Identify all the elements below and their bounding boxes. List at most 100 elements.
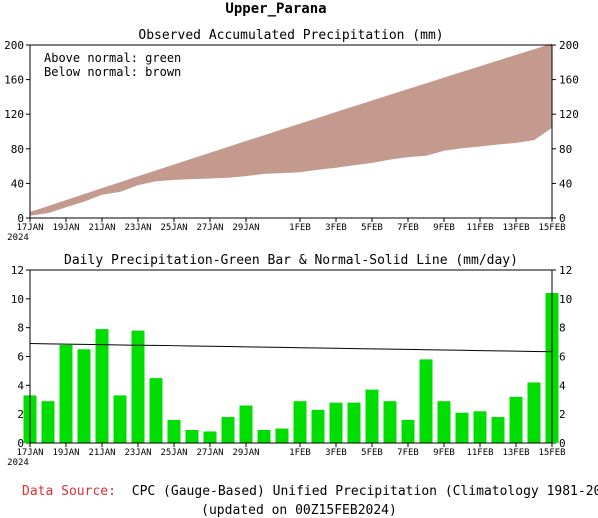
daily-ytick-label-right: 6	[559, 351, 566, 364]
daily-xtick-label: 13FEB	[502, 448, 529, 458]
daily-xtick-label: 21JAN	[88, 448, 115, 458]
acc-ytick-label-left: 80	[11, 143, 24, 156]
acc-ytick-label-right: 0	[559, 212, 566, 225]
acc-title: Observed Accumulated Precipitation (mm)	[138, 28, 443, 43]
acc-ytick-label-left: 0	[17, 212, 24, 225]
daily-ytick-label-left: 8	[17, 322, 24, 335]
daily-ytick-label-left: 2	[17, 408, 24, 421]
daily-bar	[401, 419, 415, 443]
daily-xtick-label: 25JAN	[160, 448, 187, 458]
acc-legend-line: Above normal: green	[44, 51, 181, 65]
daily-bar	[41, 401, 55, 443]
acc-xtick-label: 19JAN	[52, 223, 79, 233]
daily-bar	[419, 359, 433, 443]
acc-ytick-label-left: 160	[4, 74, 24, 87]
daily-ytick-label-left: 0	[17, 437, 24, 450]
acc-xtick-label: 27JAN	[196, 223, 223, 233]
acc-xtick-label: 1FEB	[289, 223, 311, 233]
daily-year-label: 2024	[7, 458, 29, 468]
acc-observed-line	[29, 126, 553, 218]
acc-xtick-label: 5FEB	[361, 223, 383, 233]
daily-title: Daily Precipitation-Green Bar & Normal-S…	[64, 253, 518, 268]
acc-plot-frame-top	[29, 44, 553, 219]
daily-ytick-label-left: 12	[11, 264, 24, 277]
daily-normal-line	[29, 343, 553, 353]
daily-bar	[239, 405, 253, 443]
data-source-label: Data Source:	[22, 484, 116, 499]
daily-bar	[131, 330, 145, 443]
daily-xtick-label: 11FEB	[466, 448, 493, 458]
daily-bar	[329, 402, 343, 443]
daily-bar	[491, 417, 505, 443]
daily-bar	[275, 428, 289, 443]
daily-bar	[113, 395, 127, 443]
daily-bar	[203, 431, 217, 443]
daily-bar	[293, 401, 307, 443]
daily-bar	[509, 396, 523, 443]
updated-note: (updated on 00Z15FEB2024)	[201, 503, 397, 518]
daily-bar	[473, 411, 487, 443]
data-source-line: Data Source: CPC (Gauge-Based) Unified P…	[22, 484, 598, 499]
daily-bar	[95, 329, 109, 443]
daily-bar	[437, 401, 451, 443]
daily-plot-frame-top	[29, 269, 553, 444]
daily-ytick-label-right: 0	[559, 437, 566, 450]
acc-xtick-label: 15FEB	[538, 223, 565, 233]
daily-bar	[77, 349, 91, 443]
daily-xtick-label: 5FEB	[361, 448, 383, 458]
acc-ytick-label-left: 200	[4, 39, 24, 52]
daily-bar	[311, 409, 325, 443]
daily-xtick-label: 1FEB	[289, 448, 311, 458]
acc-xtick-label: 9FEB	[433, 223, 455, 233]
daily-precip-chart: Daily Precipitation-Green Bar & Normal-S…	[7, 253, 572, 468]
acc-xtick-label: 21JAN	[88, 223, 115, 233]
daily-bar	[257, 430, 271, 443]
acc-ytick-label-right: 40	[559, 177, 572, 190]
acc-xtick-label: 13FEB	[502, 223, 529, 233]
acc-xtick-label: 17JAN	[16, 223, 43, 233]
daily-bar	[347, 402, 361, 443]
acc-xtick-label: 29JAN	[232, 223, 259, 233]
daily-ytick-label-left: 10	[11, 293, 24, 306]
daily-bar	[59, 344, 73, 443]
daily-ytick-label-right: 2	[559, 408, 566, 421]
acc-ytick-label-right: 160	[559, 74, 579, 87]
acc-ytick-label-right: 80	[559, 143, 572, 156]
acc-ytick-label-left: 120	[4, 108, 24, 121]
daily-bar	[221, 417, 235, 443]
accumulated-precip-chart: Observed Accumulated Precipitation (mm) 0…	[4, 28, 579, 243]
daily-ytick-label-right: 8	[559, 322, 566, 335]
daily-xtick-label: 7FEB	[397, 448, 419, 458]
daily-bar	[185, 430, 199, 443]
daily-ytick-label-left: 4	[17, 379, 24, 392]
daily-xtick-label: 19JAN	[52, 448, 79, 458]
acc-legend-line: Below normal: brown	[44, 65, 181, 79]
daily-xtick-label: 29JAN	[232, 448, 259, 458]
daily-xtick-label: 27JAN	[196, 448, 223, 458]
daily-bar	[527, 382, 541, 443]
daily-xtick-label: 23JAN	[124, 448, 151, 458]
acc-year-label: 2024	[7, 233, 29, 243]
acc-ytick-label-right: 120	[559, 108, 579, 121]
daily-ytick-label-right: 10	[559, 293, 572, 306]
daily-xtick-label: 9FEB	[433, 448, 455, 458]
acc-xtick-label: 3FEB	[325, 223, 347, 233]
daily-bar	[455, 412, 469, 443]
daily-xtick-label: 15FEB	[538, 448, 565, 458]
acc-xtick-label: 23JAN	[124, 223, 151, 233]
acc-xtick-label: 11FEB	[466, 223, 493, 233]
acc-ytick-label-left: 40	[11, 177, 24, 190]
acc-ytick-label-right: 200	[559, 39, 579, 52]
acc-xtick-label: 7FEB	[397, 223, 419, 233]
acc-xtick-label: 25JAN	[160, 223, 187, 233]
daily-bar	[383, 401, 397, 443]
daily-xtick-label: 3FEB	[325, 448, 347, 458]
daily-xtick-label: 17JAN	[16, 448, 43, 458]
page-title: Upper_Parana	[225, 1, 326, 17]
acc-deficit-area	[30, 43, 552, 219]
daily-bar	[149, 378, 163, 443]
daily-bar	[167, 419, 181, 443]
daily-ytick-label-right: 12	[559, 264, 572, 277]
daily-bar	[365, 389, 379, 443]
